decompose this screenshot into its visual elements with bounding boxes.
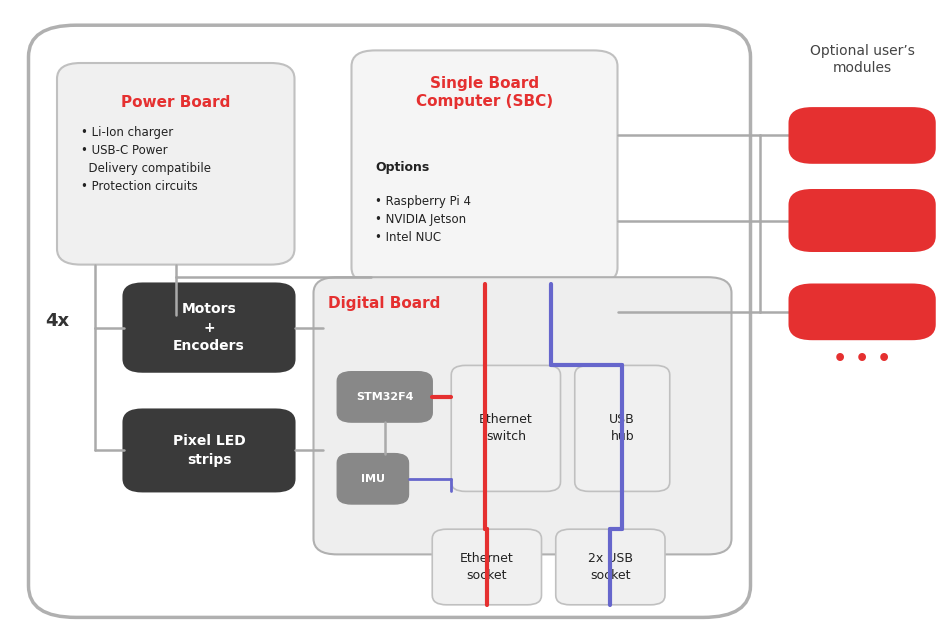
FancyBboxPatch shape (352, 50, 618, 284)
FancyBboxPatch shape (337, 372, 432, 422)
FancyBboxPatch shape (432, 529, 542, 605)
Text: • Raspberry Pi 4
• NVIDIA Jetson
• Intel NUC: • Raspberry Pi 4 • NVIDIA Jetson • Intel… (375, 195, 471, 244)
FancyBboxPatch shape (28, 25, 750, 617)
Text: 4x: 4x (45, 312, 69, 330)
Text: LIDAR: LIDAR (836, 128, 888, 143)
Text: Optional user’s
modules: Optional user’s modules (810, 44, 915, 76)
Text: Robotic Arm: Robotic Arm (809, 304, 915, 319)
Text: • • •: • • • (833, 349, 892, 369)
FancyBboxPatch shape (556, 529, 665, 605)
FancyBboxPatch shape (451, 365, 560, 491)
FancyBboxPatch shape (314, 277, 732, 554)
Text: IMU: IMU (361, 474, 385, 484)
Text: 2x USB
socket: 2x USB socket (588, 552, 633, 582)
FancyBboxPatch shape (788, 284, 936, 340)
FancyBboxPatch shape (124, 284, 294, 372)
FancyBboxPatch shape (57, 63, 294, 265)
FancyBboxPatch shape (788, 189, 936, 252)
Text: Motors
+
Encoders: Motors + Encoders (173, 302, 245, 353)
Text: Single Board
Computer (SBC): Single Board Computer (SBC) (416, 76, 553, 109)
Text: Ethernet
socket: Ethernet socket (460, 552, 514, 582)
Text: STM32F4: STM32F4 (356, 392, 413, 402)
Text: Pixel LED
strips: Pixel LED strips (173, 434, 245, 467)
Text: Power Board: Power Board (121, 94, 231, 110)
FancyBboxPatch shape (575, 365, 670, 491)
Text: RGB-D
camera: RGB-D camera (830, 203, 894, 238)
FancyBboxPatch shape (788, 107, 936, 164)
Text: Options: Options (375, 161, 429, 174)
Text: Ethernet
switch: Ethernet switch (479, 413, 533, 444)
Text: Digital Board: Digital Board (328, 296, 440, 311)
Text: • Li-Ion charger
• USB-C Power
  Delivery compatibile
• Protection circuits: • Li-Ion charger • USB-C Power Delivery … (81, 126, 211, 193)
Text: USB
hub: USB hub (609, 413, 636, 444)
FancyBboxPatch shape (124, 410, 294, 491)
FancyBboxPatch shape (337, 454, 408, 504)
